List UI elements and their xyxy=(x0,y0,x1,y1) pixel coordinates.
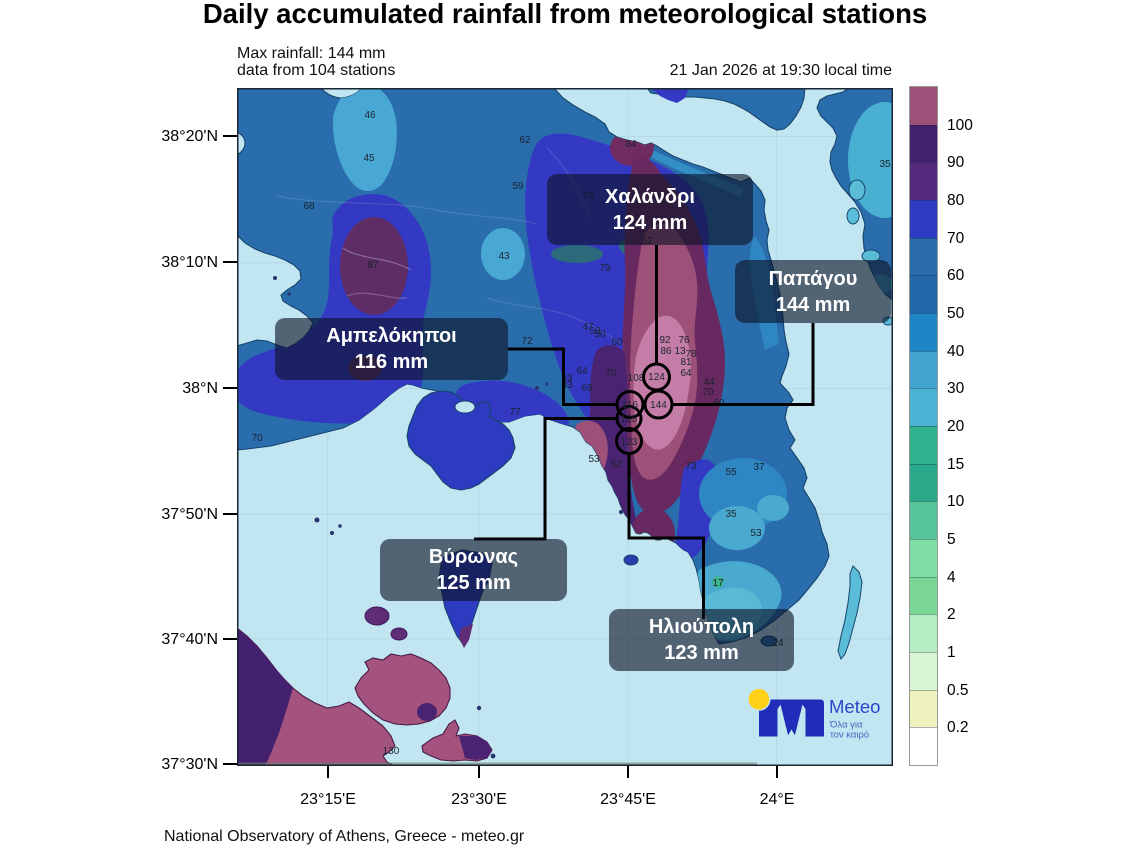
svg-text:62: 62 xyxy=(519,135,531,146)
svg-text:125: 125 xyxy=(621,414,638,425)
svg-text:86: 86 xyxy=(660,346,672,357)
svg-text:59: 59 xyxy=(512,181,524,192)
svg-text:72: 72 xyxy=(521,336,533,347)
svg-text:64: 64 xyxy=(680,368,692,379)
svg-text:79: 79 xyxy=(599,263,611,274)
svg-text:63: 63 xyxy=(561,373,573,384)
svg-text:43: 43 xyxy=(498,251,510,262)
svg-text:73: 73 xyxy=(685,461,697,472)
svg-text:70: 70 xyxy=(605,368,617,379)
svg-text:116: 116 xyxy=(622,400,638,411)
svg-text:45: 45 xyxy=(363,153,375,164)
svg-text:53: 53 xyxy=(588,454,600,465)
svg-text:68: 68 xyxy=(303,201,315,212)
svg-text:37: 37 xyxy=(753,462,765,473)
svg-text:92: 92 xyxy=(659,335,671,346)
svg-text:108: 108 xyxy=(628,373,645,384)
svg-text:70: 70 xyxy=(251,433,263,444)
svg-text:78: 78 xyxy=(685,349,697,360)
svg-text:33: 33 xyxy=(561,380,573,391)
svg-text:13: 13 xyxy=(674,346,686,357)
svg-text:130: 130 xyxy=(383,746,400,757)
svg-text:50: 50 xyxy=(594,329,606,340)
svg-text:46: 46 xyxy=(364,110,376,121)
svg-text:τον καιρό: τον καιρό xyxy=(830,730,869,741)
svg-text:17: 17 xyxy=(712,578,724,589)
svg-text:47: 47 xyxy=(582,322,594,333)
svg-text:55: 55 xyxy=(725,467,737,478)
svg-text:81: 81 xyxy=(680,357,692,368)
svg-text:84: 84 xyxy=(625,139,637,150)
svg-text:70: 70 xyxy=(702,387,714,398)
svg-text:50: 50 xyxy=(589,326,601,337)
svg-text:35: 35 xyxy=(725,509,737,520)
svg-text:64: 64 xyxy=(576,366,588,377)
svg-text:44: 44 xyxy=(703,377,715,388)
svg-text:77: 77 xyxy=(509,407,521,418)
svg-text:87: 87 xyxy=(367,260,379,271)
svg-text:62: 62 xyxy=(610,459,622,470)
svg-text:Meteo: Meteo xyxy=(829,696,880,717)
svg-text:123: 123 xyxy=(621,437,638,448)
svg-text:76: 76 xyxy=(678,335,690,346)
svg-text:35: 35 xyxy=(879,159,891,170)
svg-text:60: 60 xyxy=(611,337,623,348)
svg-text:124: 124 xyxy=(648,372,665,383)
svg-text:144: 144 xyxy=(650,400,667,411)
svg-text:53: 53 xyxy=(750,528,762,539)
svg-text:69: 69 xyxy=(581,383,593,394)
svg-text:Όλα για: Όλα για xyxy=(829,720,863,731)
